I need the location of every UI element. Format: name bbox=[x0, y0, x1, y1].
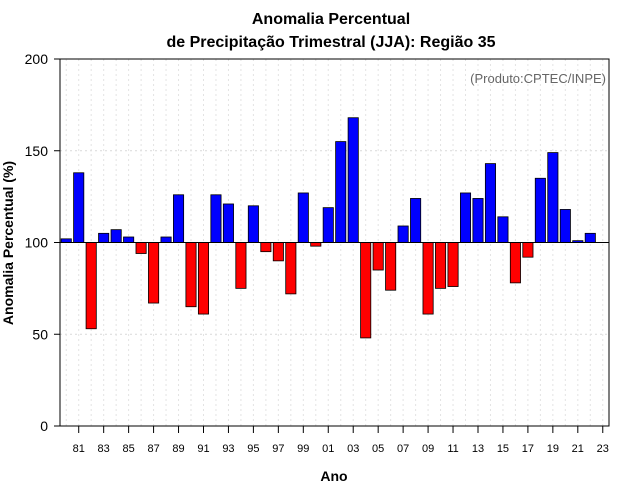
bar-93 bbox=[222, 203, 234, 243]
bar-80 bbox=[60, 238, 72, 243]
bar-18 bbox=[534, 177, 546, 243]
bar-05 bbox=[372, 242, 384, 271]
x-tick-label: 95 bbox=[247, 443, 259, 455]
credit-label: (Produto:CPTEC/INPE) bbox=[470, 71, 606, 86]
bar-87 bbox=[148, 242, 160, 304]
x-tick-label: 85 bbox=[123, 443, 135, 455]
x-tick-label: 83 bbox=[98, 443, 110, 455]
bar-84 bbox=[110, 229, 122, 243]
x-tick-label: 05 bbox=[372, 443, 384, 455]
y-axis-title: Anomalia Percentual (%) bbox=[0, 161, 16, 325]
bar-02 bbox=[335, 141, 347, 243]
bar-13 bbox=[472, 198, 484, 243]
bar-85 bbox=[123, 236, 135, 243]
y-tick-label: 50 bbox=[32, 326, 48, 342]
bar-83 bbox=[98, 232, 110, 243]
chart-title-line2: de Precipitação Trimestral (JJA): Região… bbox=[166, 34, 495, 51]
x-axis: 81 83 85 87 89 91 93 95 97 99 01 03 05 07 09 11 13 15 17 19… bbox=[73, 426, 609, 455]
x-tick-label: 17 bbox=[522, 443, 534, 455]
x-tick-label: 15 bbox=[497, 443, 509, 455]
x-tick-label: 89 bbox=[172, 443, 184, 455]
bar-19 bbox=[547, 152, 559, 243]
grid bbox=[60, 58, 609, 427]
y-tick-label: 100 bbox=[25, 235, 49, 251]
plot-area: 0 50 100 150 200 81 83 85 87 89 91 93 95 97 99 01 03 05 0… bbox=[25, 51, 610, 455]
x-tick-label: 97 bbox=[272, 443, 284, 455]
bar-16 bbox=[509, 242, 521, 284]
x-tick-label: 07 bbox=[397, 443, 409, 455]
bar-81 bbox=[73, 172, 85, 243]
bar-22 bbox=[584, 232, 596, 243]
bar-14 bbox=[484, 163, 496, 243]
bar-88 bbox=[160, 236, 172, 243]
bars bbox=[60, 117, 596, 339]
x-tick-label: 81 bbox=[73, 443, 85, 455]
x-axis-title: Ano bbox=[320, 468, 347, 484]
bar-00 bbox=[310, 242, 322, 247]
bar-94 bbox=[235, 242, 247, 289]
bar-20 bbox=[559, 209, 571, 243]
x-tick-label: 93 bbox=[222, 443, 234, 455]
bar-89 bbox=[173, 194, 185, 243]
x-tick-label: 11 bbox=[447, 443, 458, 455]
bar-08 bbox=[410, 198, 422, 243]
x-tick-label: 19 bbox=[547, 443, 559, 455]
bar-86 bbox=[135, 242, 147, 254]
y-axis: 0 50 100 150 200 bbox=[25, 51, 60, 434]
bar-96 bbox=[260, 242, 272, 253]
bar-15 bbox=[497, 216, 509, 243]
bar-92 bbox=[210, 194, 222, 243]
chart-title-line1: Anomalia Percentual bbox=[252, 11, 410, 28]
bar-17 bbox=[522, 242, 534, 258]
y-tick-label: 150 bbox=[25, 143, 49, 159]
bar-97 bbox=[272, 242, 284, 262]
bar-98 bbox=[285, 242, 297, 295]
bar-06 bbox=[385, 242, 397, 291]
x-tick-label: 13 bbox=[472, 443, 484, 455]
x-tick-label: 03 bbox=[347, 443, 359, 455]
y-tick-label: 200 bbox=[25, 51, 49, 67]
bar-95 bbox=[247, 205, 259, 243]
bar-10 bbox=[435, 242, 447, 289]
y-tick-label: 0 bbox=[40, 418, 48, 434]
x-tick-label: 99 bbox=[297, 443, 309, 455]
bar-82 bbox=[85, 242, 97, 330]
bar-03 bbox=[347, 117, 359, 243]
x-tick-label: 91 bbox=[197, 443, 209, 455]
bar-90 bbox=[185, 242, 197, 308]
x-tick-label: 09 bbox=[422, 443, 434, 455]
bar-91 bbox=[197, 242, 210, 315]
bar-04 bbox=[360, 242, 372, 339]
bar-09 bbox=[422, 242, 434, 315]
x-tick-label: 21 bbox=[572, 443, 584, 455]
x-tick-label: 01 bbox=[322, 443, 334, 455]
bar-07 bbox=[397, 225, 409, 243]
x-tick-label: 87 bbox=[147, 443, 159, 455]
bar-12 bbox=[459, 192, 472, 243]
x-tick-label: 23 bbox=[597, 443, 609, 455]
bar-99 bbox=[297, 192, 309, 243]
bar-11 bbox=[447, 242, 459, 287]
bar-01 bbox=[322, 207, 334, 243]
